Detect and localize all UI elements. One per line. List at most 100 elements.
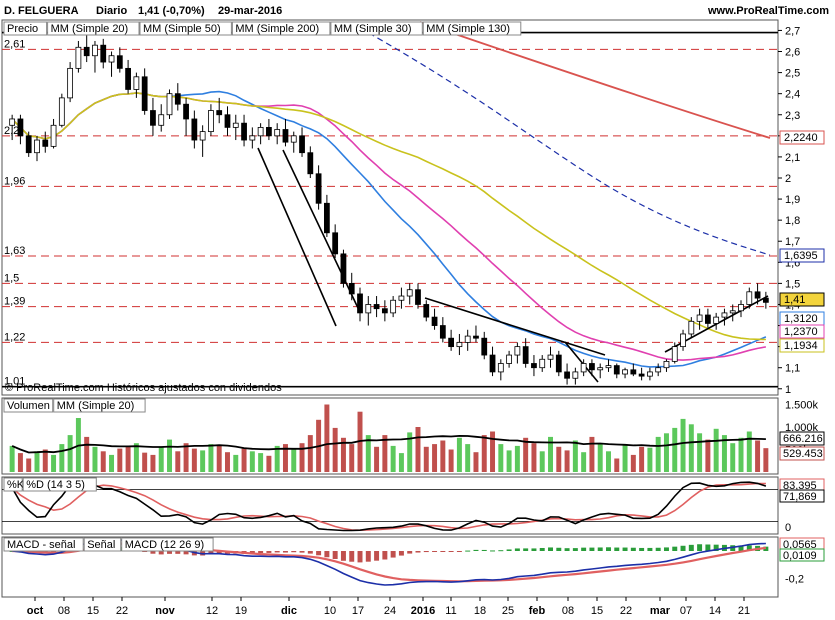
macd-hist-bar-17 (150, 551, 156, 554)
website-label[interactable]: www.ProRealTime.com (707, 5, 829, 17)
macd-hist-bar-55 (465, 550, 471, 552)
x-label-15: feb (529, 605, 546, 617)
volume-bar-46 (390, 445, 396, 472)
x-label-18: 22 (620, 605, 632, 617)
candle-body-66 (555, 354, 562, 373)
price-badge-2: 1,41 (784, 294, 805, 306)
macd-hist-bar-78 (655, 547, 661, 551)
volume-bar-40 (340, 437, 346, 472)
x-label-16: 08 (562, 605, 574, 617)
volume-bar-88 (738, 437, 744, 472)
volume-bar-44 (374, 446, 380, 472)
macd-hist-bar-60 (506, 549, 512, 551)
volume-bar-21 (183, 443, 189, 472)
macd-hist-bar-75 (630, 547, 636, 551)
x-label-9: 17 (352, 605, 364, 617)
macd-hist-bar-35 (299, 551, 305, 553)
candle-body-60 (506, 354, 512, 364)
candle-body-14 (125, 67, 131, 90)
candle-body-17 (150, 110, 156, 126)
macd-hist-bar-50 (423, 551, 429, 553)
price-tick-label-12: 1,5 (785, 278, 800, 290)
macd-hist-bar-76 (639, 547, 645, 551)
macd-hist-bar-67 (564, 548, 570, 551)
macd-hist-bar-49 (415, 551, 421, 553)
volume-bar-4 (42, 449, 48, 472)
macd-hist-bar-72 (606, 547, 611, 551)
candle-body-47 (398, 295, 405, 301)
volume-bar-77 (647, 447, 653, 472)
volume-bar-22 (191, 448, 197, 472)
price-tick-label-3: 2,4 (785, 89, 800, 101)
candle-body-48 (406, 289, 413, 297)
candle-body-84 (704, 314, 711, 324)
candle-body-65 (547, 354, 554, 360)
price-legend-box-3 (231, 21, 331, 36)
candle-body-39 (332, 232, 339, 255)
candle-body-6 (58, 97, 65, 126)
volume-bar-61 (514, 445, 520, 472)
volume-bar-76 (639, 446, 645, 472)
macd-hist-bar-89 (746, 545, 752, 551)
candle-body-31 (266, 126, 272, 137)
candle-body-62 (522, 346, 529, 364)
candle-body-16 (141, 76, 148, 111)
macd-legend: MACD - señal Señal MACD (12 26 9) (3, 537, 214, 552)
macd-hist-bar-48 (407, 551, 413, 554)
candle-body-72 (605, 365, 612, 369)
candle-body-19 (166, 93, 173, 116)
macd-badge-box-1 (779, 548, 825, 562)
macd-hist-bar-20 (175, 551, 181, 554)
volume-panel-frame (1, 397, 779, 475)
candle-body-90 (754, 291, 761, 299)
macd-badge-0: 0,0565 (783, 539, 817, 551)
volume-legend-box-1 (53, 398, 146, 413)
candle-body-33 (282, 129, 289, 143)
macd-hist-bar-52 (440, 551, 446, 552)
stoch-k-line (11, 481, 767, 532)
volume-bar-36 (307, 435, 313, 472)
volume-bar-41 (349, 444, 355, 472)
price-badge-box-0 (779, 130, 825, 145)
price-legend-item-5: MM (Simple 130) (426, 23, 510, 35)
volume-bar-80 (672, 427, 678, 472)
level-label-4: 1,63 (4, 245, 25, 257)
x-label-5: 12 (206, 605, 218, 617)
volume-bar-74 (622, 444, 628, 472)
volume-bar-68 (572, 440, 578, 472)
candle-body-4 (42, 139, 49, 147)
volume-bar-35 (299, 443, 305, 472)
volume-bar-23 (200, 450, 206, 472)
price-tick-label-7: 2 (785, 173, 791, 185)
macd-hist-bar-69 (581, 547, 587, 551)
volume-bar-51 (432, 444, 438, 472)
macd-hist-bar-65 (548, 547, 553, 551)
volume-bar-89 (746, 431, 752, 472)
macd-hist-bar-63 (531, 548, 537, 551)
candles (9, 30, 769, 385)
x-label-14: 25 (502, 605, 514, 617)
volume-bar-67 (564, 450, 570, 472)
candle-body-89 (746, 291, 753, 305)
volume-bar-65 (548, 436, 553, 472)
price-legend-box-1 (47, 21, 140, 36)
candle-body-64 (539, 358, 546, 369)
macd-hist-bar-77 (647, 547, 653, 551)
volume-bar-64 (539, 451, 545, 472)
candle-body-8 (75, 46, 82, 69)
stoch-legend-item-1: %D (14 3 5) (26, 479, 85, 491)
candle-body-10 (92, 44, 98, 57)
volume-bar-90 (755, 440, 761, 472)
ma-130-line (359, 27, 771, 256)
macd-legend-item-0: MACD - señal (7, 539, 75, 551)
candle-body-40 (340, 253, 347, 284)
candle-body-26 (224, 114, 231, 128)
candle-body-80 (671, 346, 678, 362)
candle-body-59 (497, 363, 504, 373)
volume-bar-33 (282, 444, 288, 472)
volume-bars (9, 404, 769, 472)
price-tick-label-17: 1 (785, 384, 791, 396)
x-label-0: oct (27, 605, 44, 617)
